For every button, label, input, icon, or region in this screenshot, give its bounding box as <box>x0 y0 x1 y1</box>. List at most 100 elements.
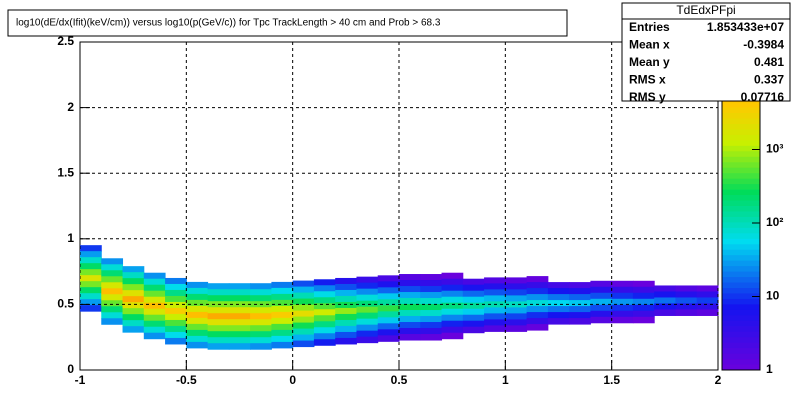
hist-cell <box>101 270 124 277</box>
hist-cell <box>80 257 102 264</box>
hist-cell <box>228 331 251 338</box>
hist-cell <box>335 289 357 297</box>
hist-cell <box>420 298 443 305</box>
z-tick-label: 1 <box>766 362 773 376</box>
x-tick-label: 0 <box>289 373 296 387</box>
hist-cell <box>292 286 315 294</box>
hist-cell <box>228 343 251 350</box>
stats-title: TdEdxPFpi <box>676 3 735 17</box>
palette-cell <box>722 364 760 371</box>
palette-cell <box>722 227 760 234</box>
palette-cell <box>722 359 760 366</box>
hist-cell <box>590 292 613 300</box>
palette-cell <box>722 331 760 338</box>
hist-cell <box>675 285 698 292</box>
hist-cell <box>228 283 251 290</box>
hist-cell <box>484 295 506 302</box>
hist-cell <box>420 274 443 281</box>
hist-cell <box>590 280 613 288</box>
hist-cell <box>399 316 421 323</box>
hist-cell <box>207 331 230 338</box>
hist-cell <box>186 311 209 319</box>
palette-cell <box>722 145 760 152</box>
hist-cell <box>505 325 528 332</box>
hist-cell <box>526 312 549 319</box>
hist-cell <box>122 314 145 321</box>
x-tick-label: 2 <box>715 373 722 387</box>
hist-cell <box>675 291 698 298</box>
hist-cell <box>143 314 166 322</box>
hist-cell <box>654 285 676 292</box>
hist-cell <box>250 313 272 320</box>
hist-cell <box>335 301 357 309</box>
hist-cell <box>399 274 421 281</box>
hist-cell <box>632 280 655 288</box>
hist-cell <box>526 300 549 307</box>
hist-cell <box>271 305 294 313</box>
x-tick-label: 1 <box>502 373 509 387</box>
palette-cell <box>722 298 760 305</box>
hist-cell <box>441 290 464 298</box>
palette-cell <box>722 348 760 355</box>
hist-cell <box>250 295 272 302</box>
hist-cell <box>186 317 209 325</box>
hist-cell <box>101 264 124 271</box>
hist-cell <box>399 280 421 287</box>
hist-cell <box>271 329 294 337</box>
hist-cell <box>377 305 400 312</box>
x-tick-label: -0.5 <box>176 373 197 387</box>
hist-cell <box>228 301 251 308</box>
hist-cell <box>399 286 421 293</box>
hist-cell <box>420 310 443 317</box>
hist-cell <box>526 276 549 283</box>
hist-cell <box>271 311 294 319</box>
hist-cell <box>441 302 464 310</box>
palette-cell <box>722 189 760 196</box>
hist-cell <box>505 295 528 302</box>
hist-cell <box>484 319 506 326</box>
hist-cell <box>696 309 719 316</box>
hist-cell <box>313 327 336 334</box>
hist-cell <box>462 302 485 310</box>
hist-cell <box>101 300 124 307</box>
palette-cell <box>722 271 760 278</box>
hist-cell <box>122 284 145 291</box>
hist-cell <box>207 283 230 290</box>
palette-cell <box>722 266 760 273</box>
hist-cell <box>271 335 294 343</box>
hist-cell <box>590 310 613 318</box>
hist-cell <box>356 336 379 344</box>
hist-cell <box>377 275 400 282</box>
hist-cell <box>420 322 443 329</box>
stats-label: RMS y <box>629 90 666 104</box>
palette-cell <box>722 195 760 202</box>
hist-cell <box>590 316 613 324</box>
hist-cell <box>505 289 528 296</box>
hist-cell <box>122 302 145 309</box>
hist-cell <box>143 284 166 292</box>
hist-cell <box>632 316 655 324</box>
hist-cell <box>313 285 336 292</box>
hist-cell <box>313 333 336 340</box>
hist-cell <box>335 319 357 327</box>
hist-cell <box>377 323 400 330</box>
hist-cell <box>547 282 570 289</box>
hist-cell <box>271 299 294 307</box>
hist-cell <box>228 295 251 302</box>
hist-cell <box>143 272 166 280</box>
hist-cell <box>462 296 485 304</box>
hist-cell <box>122 266 145 273</box>
palette-cell <box>722 260 760 267</box>
hist-cell <box>313 339 336 346</box>
stats-label: Mean y <box>629 55 670 69</box>
hist-cell <box>547 294 570 301</box>
hist-cell <box>399 298 421 305</box>
hist-cell <box>611 286 634 294</box>
hist-cell <box>569 282 591 289</box>
palette-cell <box>722 206 760 212</box>
hist-cell <box>186 323 209 331</box>
hist-cell <box>420 316 443 323</box>
chart-title: log10(dE/dx(Ifit)(keV/cm)) versus log10(… <box>16 18 441 29</box>
hist-cell <box>696 291 719 298</box>
palette-cell <box>722 277 760 284</box>
